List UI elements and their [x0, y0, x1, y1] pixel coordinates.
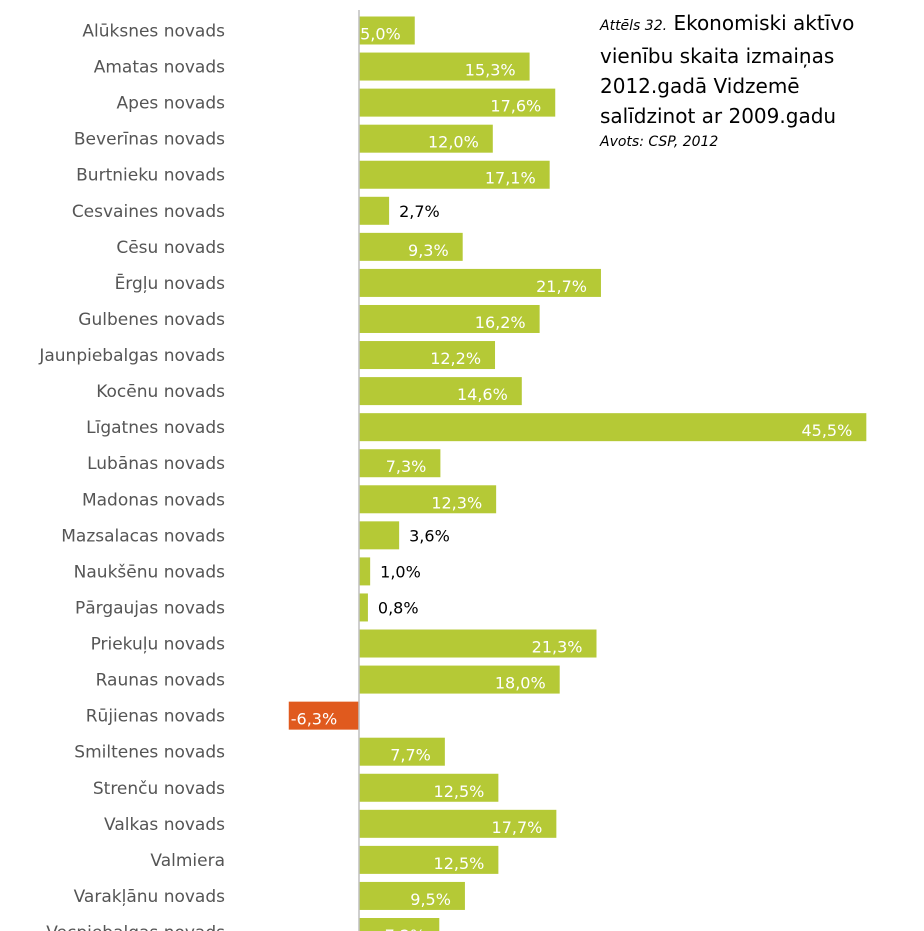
value-label: 7,7% [390, 746, 431, 765]
bar [359, 521, 400, 550]
value-label: 12,0% [428, 133, 479, 152]
value-label: 45,5% [801, 421, 852, 440]
bar [359, 918, 440, 931]
value-label: -6,3% [291, 710, 337, 729]
category-label: Lubānas novads [87, 454, 225, 474]
value-label: 12,2% [430, 349, 481, 368]
bar [359, 232, 463, 261]
category-label: Mazsalacas novads [61, 526, 225, 546]
bar [288, 701, 359, 730]
bar [359, 449, 441, 478]
category-label: Burtnieku novads [76, 166, 225, 186]
category-label: Priekuļu novads [91, 635, 226, 655]
bar [359, 629, 597, 658]
category-label: Raunas novads [96, 671, 226, 691]
value-label: 9,3% [408, 241, 449, 260]
bar [359, 881, 465, 910]
value-label: 15,3% [465, 61, 516, 80]
category-label: Rūjienas novads [86, 707, 225, 727]
category-label: Līgatnes novads [86, 418, 225, 438]
value-label: 5,0% [360, 25, 401, 44]
value-label: 1,0% [380, 562, 421, 581]
value-label: 18,0% [495, 674, 546, 693]
bar [359, 773, 499, 802]
chart-title-text-1: Ekonomiski aktīvo [673, 11, 855, 35]
bar [359, 377, 522, 406]
bar [359, 737, 445, 766]
category-label: Beverīnas novads [74, 130, 225, 150]
category-label: Smiltenes novads [74, 743, 225, 763]
category-label: Ērgļu novads [115, 272, 226, 294]
chart-title-block: Attēls 32. Ekonomiski aktīvo vienību ska… [600, 8, 920, 153]
value-label: 2,7% [399, 202, 440, 221]
category-label: Valmiera [150, 851, 225, 871]
category-label: Cesvaines novads [72, 202, 225, 222]
category-label: Amatas novads [94, 58, 225, 78]
category-label: Pārgaujas novads [75, 598, 225, 618]
bar [359, 160, 550, 189]
bar [359, 557, 371, 586]
bar [359, 845, 499, 874]
category-label: Madonas novads [82, 490, 225, 510]
bar [359, 304, 540, 333]
value-label: 16,2% [475, 313, 526, 332]
figure-number: Attēls 32. [600, 18, 668, 34]
chart-source: Avots: CSP, 2012 [600, 134, 719, 150]
category-label: Kocēnu novads [96, 382, 225, 402]
bar [359, 16, 415, 45]
category-label: Apes novads [117, 94, 226, 114]
category-label: Strenču novads [93, 779, 225, 799]
value-label: 14,6% [457, 385, 508, 404]
value-label: 12,3% [431, 493, 482, 512]
bar [359, 485, 497, 514]
value-label: 17,7% [492, 818, 543, 837]
category-label: Jaunpiebalgas novads [38, 346, 225, 366]
category-label: Vecpiebalgas novads [46, 923, 225, 931]
bar [359, 88, 556, 117]
bar [359, 809, 557, 838]
bar [359, 52, 530, 81]
bar [359, 593, 368, 622]
value-label: 0,8% [378, 598, 419, 617]
bar [359, 124, 493, 153]
bar [359, 413, 867, 442]
category-label: Gulbenes novads [78, 310, 225, 330]
value-label: 21,3% [532, 638, 583, 657]
value-label: 17,6% [490, 97, 541, 116]
category-label: Varakļānu novads [74, 887, 226, 907]
value-label: 12,5% [434, 782, 485, 801]
chart-title-line-1: Attēls 32. Ekonomiski aktīvo [600, 8, 920, 41]
bar [359, 665, 560, 694]
bar [359, 196, 390, 225]
category-label: Valkas novads [104, 815, 225, 835]
category-label: Cēsu novads [116, 238, 225, 258]
value-label: 7,2% [385, 926, 426, 931]
value-label: 3,6% [409, 526, 450, 545]
value-label: 9,5% [410, 890, 451, 909]
value-label: 7,3% [386, 457, 427, 476]
bar [359, 341, 496, 370]
value-label: 21,7% [536, 277, 587, 296]
value-label: 12,5% [434, 854, 485, 873]
chart-title-line-4: salīdzinot ar 2009.gadu [600, 104, 837, 128]
bar [359, 268, 601, 297]
category-label: Naukšēnu novads [74, 562, 225, 582]
category-label: Alūksnes novads [82, 22, 225, 42]
chart-title-line-3: 2012.gadā Vidzemē [600, 74, 800, 98]
chart-title-line-2: vienību skaita izmaiņas [600, 44, 835, 68]
value-label: 17,1% [485, 169, 536, 188]
